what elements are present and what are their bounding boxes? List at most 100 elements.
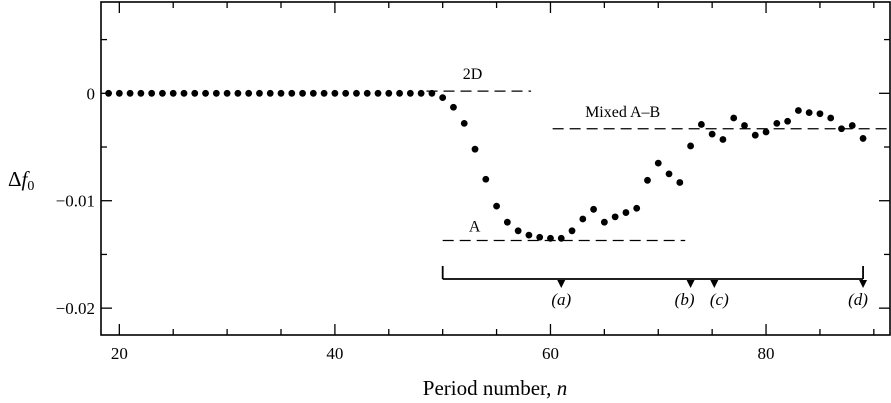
data-point: [212, 89, 220, 97]
data-point: [579, 215, 587, 223]
y-tick-labels: 0 −0.01 −0.02: [56, 84, 95, 318]
data-point: [256, 89, 263, 97]
data-point: [406, 89, 414, 97]
data-point: [676, 179, 684, 186]
data-point: [439, 94, 447, 102]
data-point: [805, 109, 813, 117]
data-point: [644, 176, 651, 184]
x-tick-label: 80: [758, 344, 775, 363]
data-point: [277, 89, 285, 97]
data-point: [417, 89, 425, 97]
data-point: [719, 136, 727, 143]
data-point: [169, 89, 177, 97]
data-point: [708, 130, 716, 138]
data-point: [794, 107, 802, 114]
data-point: [827, 114, 835, 122]
x-tick-label: 40: [326, 344, 343, 363]
plot-frame: [100, 1, 891, 336]
reference-line-label: A: [469, 218, 481, 235]
data-point: [353, 89, 360, 97]
data-point: [450, 103, 457, 111]
data-point: [514, 227, 522, 235]
data-point: [202, 89, 209, 97]
data-point: [525, 231, 533, 239]
bracket-marker-label: (d): [848, 290, 868, 309]
data-point: [460, 119, 468, 127]
data-point: [126, 89, 134, 97]
data-point: [654, 159, 662, 167]
bracket-marker-label: (a): [551, 290, 571, 309]
bracket-marker: [686, 280, 695, 288]
bracket-marker-label: (c): [710, 290, 729, 309]
data-point: [234, 89, 242, 97]
data-point: [773, 119, 781, 127]
data-point: [697, 121, 705, 128]
data-point: [859, 135, 867, 142]
data-point: [741, 122, 748, 129]
bracket-marker-label: (b): [675, 290, 695, 309]
data-point: [299, 89, 306, 97]
bracket-marker: [859, 280, 868, 288]
y-axis-label-sub: 0: [27, 179, 34, 194]
data-point: [385, 89, 393, 97]
data-point: [590, 205, 597, 213]
data-point: [848, 122, 856, 129]
data-point: [730, 114, 738, 122]
data-point: [816, 110, 824, 118]
y-axis-label: Δf0: [8, 167, 34, 194]
y-tick-label: −0.01: [56, 192, 95, 211]
data-point: [751, 131, 759, 139]
data-point: [503, 218, 511, 226]
data-point: [342, 89, 350, 97]
data-point: [838, 125, 845, 133]
data-point: [191, 89, 199, 97]
data-point: [482, 175, 490, 183]
data-point: [568, 227, 576, 235]
data-points: [105, 89, 867, 242]
data-point: [633, 204, 641, 212]
data-point: [471, 145, 479, 153]
data-point: [105, 89, 112, 97]
data-point: [547, 234, 554, 242]
data-point: [396, 89, 403, 97]
data-point: [557, 234, 565, 242]
data-point: [428, 89, 436, 97]
data-point: [363, 89, 371, 97]
data-point: [148, 89, 156, 97]
reference-lines: 2D Mixed A–B A: [426, 66, 890, 242]
y-axis-label-text: Δ: [8, 167, 22, 191]
bracket-marker: [710, 280, 719, 288]
reference-line-label: 2D: [463, 66, 483, 83]
data-point: [159, 89, 166, 97]
data-point: [309, 89, 317, 97]
data-point: [600, 218, 608, 226]
data-point: [137, 89, 145, 97]
time-bracket: (a) (b) (c) (d): [441, 266, 868, 309]
x-axis-label: Period number, n: [423, 376, 567, 400]
bracket-marker: [557, 280, 566, 288]
data-point: [762, 128, 770, 136]
reference-line-label: Mixed A–B: [585, 104, 660, 121]
data-point: [115, 89, 123, 97]
data-point: [374, 89, 382, 97]
data-point: [665, 170, 673, 178]
data-point: [180, 89, 188, 97]
x-tick-label: 60: [542, 344, 559, 363]
axis-ticks: [101, 2, 890, 335]
data-point: [784, 117, 792, 125]
y-axis-label-var: f: [22, 167, 31, 191]
data-point: [245, 89, 253, 97]
x-axis-label-var: n: [557, 376, 568, 400]
x-tick-labels: 20 40 60 80: [111, 344, 775, 363]
y-tick-label: −0.02: [56, 299, 95, 318]
x-axis-label-text: Period number,: [423, 376, 557, 400]
data-point: [266, 89, 274, 97]
data-point: [223, 89, 231, 97]
data-point: [493, 202, 500, 210]
data-point: [687, 142, 694, 150]
data-point: [536, 233, 544, 241]
data-point: [622, 209, 630, 216]
data-point: [288, 89, 296, 97]
x-tick-label: 20: [111, 344, 128, 363]
data-point: [320, 89, 328, 97]
